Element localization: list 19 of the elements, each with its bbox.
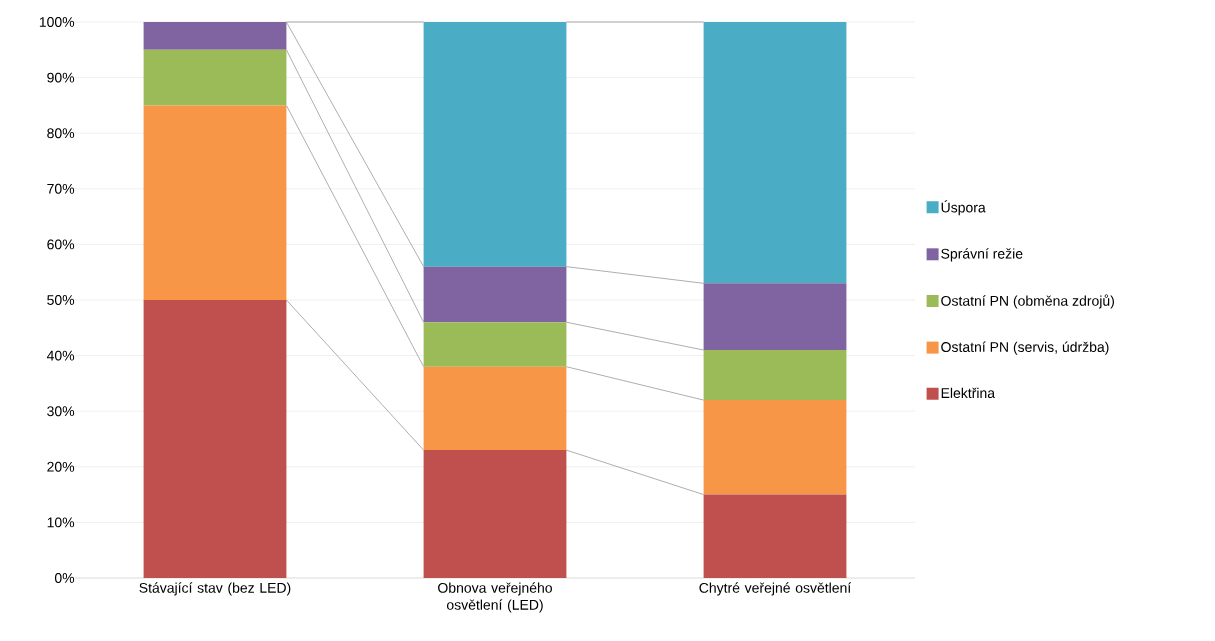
y-tick-label: 30% [47, 406, 75, 417]
legend-label: Ostatní PN (servis, údržba) [941, 341, 1109, 355]
y-tick-label: 60% [47, 239, 75, 250]
y-tick-label: 10% [47, 517, 75, 528]
y-tick-label: 0% [54, 573, 75, 583]
legend-label: Úspora [941, 200, 986, 216]
y-tick-label: 40% [46, 350, 75, 361]
y-tick-label: 70% [47, 183, 75, 194]
x-tick-label: Chytré veřejné osvětlení [699, 582, 852, 596]
y-tick-label: 90% [47, 72, 75, 83]
legend-label: Správní režie [941, 248, 1023, 262]
legend-label: Elektřina [941, 387, 996, 399]
y-tick-label: 100% [39, 17, 75, 27]
x-tick-label: Stávající stav (bez LED) [139, 582, 291, 596]
y-tick-label: 50% [47, 295, 75, 305]
legend-label: Ostatní PN (obměna zdrojů) [941, 294, 1114, 309]
y-tick-label: 20% [47, 461, 75, 472]
y-tick-label: 80% [47, 128, 75, 139]
x-tick-label: Obnova veřejného osvětlení (LED) [438, 582, 552, 613]
